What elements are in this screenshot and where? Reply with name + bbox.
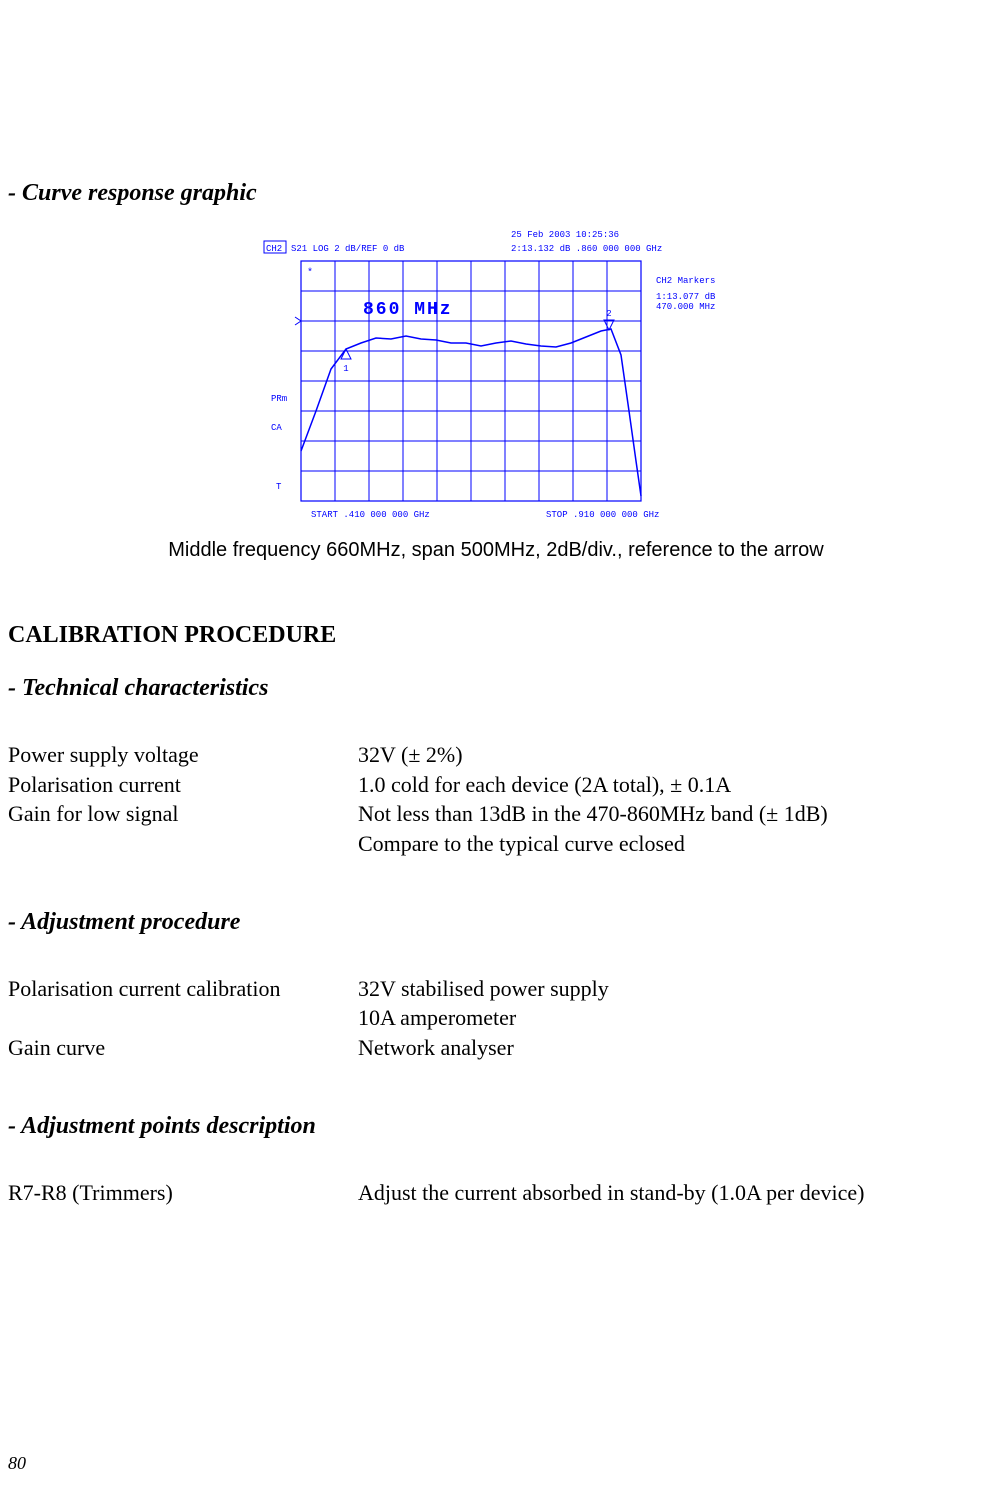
chart-caption: Middle frequency 660MHz, span 500MHz, 2d…: [8, 539, 984, 562]
spec-value: 10A amperometer: [358, 1003, 984, 1033]
marker-1-label: 1: [343, 364, 348, 374]
spec-value: 1.0 cold for each device (2A total), ± 0…: [358, 770, 984, 800]
page-number: 80: [8, 1453, 26, 1474]
spec-label: Gain curve: [8, 1033, 358, 1063]
side-marker-line1: 1:13.077 dB: [656, 292, 716, 302]
spec-label: Power supply voltage: [8, 740, 358, 770]
network-analyser-chart: 25 Feb 2003 10:25:36 CH2 S21 LOG 2 dB/RE…: [236, 225, 756, 525]
spec-value: Not less than 13dB in the 470-860MHz ban…: [358, 799, 984, 829]
spec-label: [8, 1003, 358, 1033]
chart-header-marker: 2:13.132 dB .860 000 000 GHz: [511, 244, 662, 254]
heading-adjustment-points: - Adjustment points description: [8, 1113, 984, 1140]
marker-2-label: 2: [606, 309, 611, 319]
spec-value: 32V (± 2%): [358, 740, 984, 770]
asterisk-icon: *: [307, 267, 313, 279]
chart-datetime: 25 Feb 2003 10:25:36: [511, 230, 619, 240]
spec-row: R7-R8 (Trimmers) Adjust the current abso…: [8, 1178, 984, 1208]
side-marker-line2: 470.000 MHz: [656, 302, 715, 312]
heading-calibration-procedure: CALIBRATION PROCEDURE: [8, 622, 984, 649]
spec-row: Gain curve Network analyser: [8, 1033, 984, 1063]
side-markers-title: CH2 Markers: [656, 276, 715, 286]
chart-header-params: S21 LOG 2 dB/REF 0 dB: [291, 244, 405, 254]
x-start-label: START .410 000 000 GHz: [311, 510, 430, 520]
spec-row: Power supply voltage 32V (± 2%): [8, 740, 984, 770]
left-label-prm: PRm: [271, 394, 287, 404]
marker-freq-label: 860 MHz: [363, 300, 453, 320]
left-label-t: T: [276, 482, 282, 492]
spec-label: Polarisation current: [8, 770, 358, 800]
left-label-ca: CA: [271, 423, 282, 433]
heading-curve-response: - Curve response graphic: [8, 180, 984, 207]
chart-ch-label: CH2: [266, 244, 282, 254]
spec-label: [8, 829, 358, 859]
technical-table: Power supply voltage 32V (± 2%) Polarisa…: [8, 740, 984, 859]
spec-row: Compare to the typical curve eclosed: [8, 829, 984, 859]
spec-value: 32V stabilised power supply: [358, 974, 984, 1004]
spec-label: Gain for low signal: [8, 799, 358, 829]
spec-value: Adjust the current absorbed in stand-by …: [358, 1178, 984, 1208]
spec-row: 10A amperometer: [8, 1003, 984, 1033]
spec-value: Network analyser: [358, 1033, 984, 1063]
x-stop-label: STOP .910 000 000 GHz: [546, 510, 659, 520]
adjustment-points-table: R7-R8 (Trimmers) Adjust the current abso…: [8, 1178, 984, 1208]
chart-container: 25 Feb 2003 10:25:36 CH2 S21 LOG 2 dB/RE…: [8, 225, 984, 562]
spec-row: Gain for low signal Not less than 13dB i…: [8, 799, 984, 829]
spec-row: Polarisation current 1.0 cold for each d…: [8, 770, 984, 800]
spec-label: R7-R8 (Trimmers): [8, 1178, 358, 1208]
spec-label: Polarisation current calibration: [8, 974, 358, 1004]
heading-technical-characteristics: - Technical characteristics: [8, 675, 984, 702]
page-content: - Curve response graphic 25 Feb 2003 10:…: [0, 0, 1004, 1208]
chart-grid: 1 2 860 MHz *: [295, 261, 641, 501]
spec-row: Polarisation current calibration 32V sta…: [8, 974, 984, 1004]
heading-adjustment-procedure: - Adjustment procedure: [8, 909, 984, 936]
spec-value: Compare to the typical curve eclosed: [358, 829, 984, 859]
adjustment-procedure-table: Polarisation current calibration 32V sta…: [8, 974, 984, 1063]
